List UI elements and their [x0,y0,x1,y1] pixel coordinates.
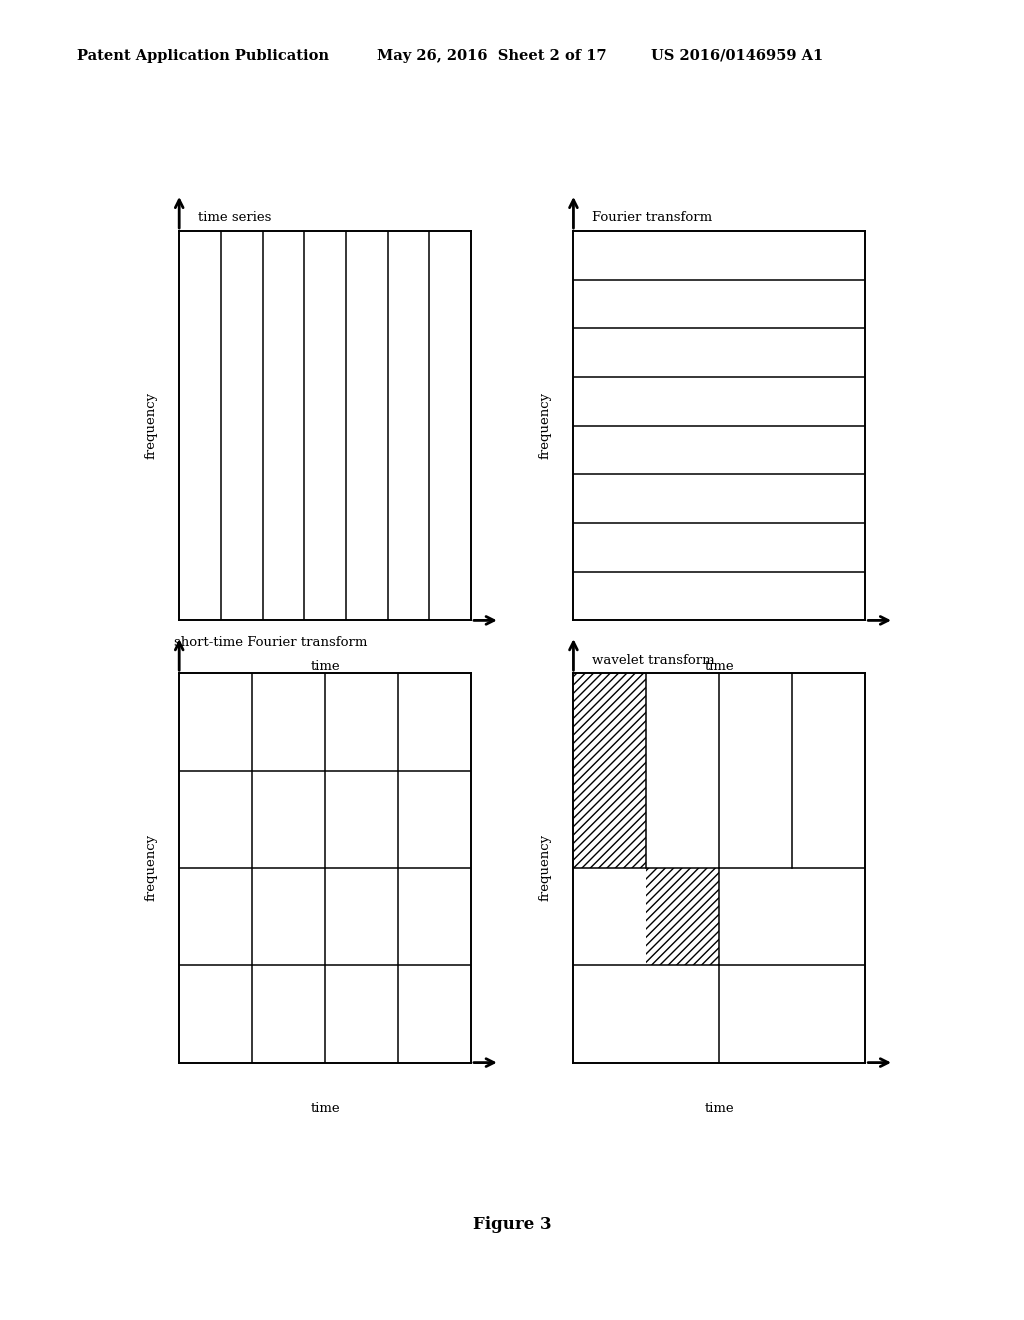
Text: short-time Fourier transform: short-time Fourier transform [174,636,368,649]
Text: frequency: frequency [539,392,551,459]
Text: frequency: frequency [144,834,157,902]
Text: Patent Application Publication: Patent Application Publication [77,49,329,63]
Text: time: time [310,1102,340,1115]
Text: time: time [705,660,734,673]
Bar [573,673,646,869]
Text: Fourier transform: Fourier transform [592,211,712,224]
Text: May 26, 2016  Sheet 2 of 17: May 26, 2016 Sheet 2 of 17 [377,49,606,63]
Text: US 2016/0146959 A1: US 2016/0146959 A1 [651,49,823,63]
Text: time: time [310,660,340,673]
Text: time: time [705,1102,734,1115]
Text: frequency: frequency [539,834,551,902]
Bar [646,869,720,965]
Text: Figure 3: Figure 3 [473,1217,551,1233]
Text: wavelet transform: wavelet transform [592,653,715,667]
Text: time series: time series [198,211,271,224]
Text: frequency: frequency [144,392,157,459]
